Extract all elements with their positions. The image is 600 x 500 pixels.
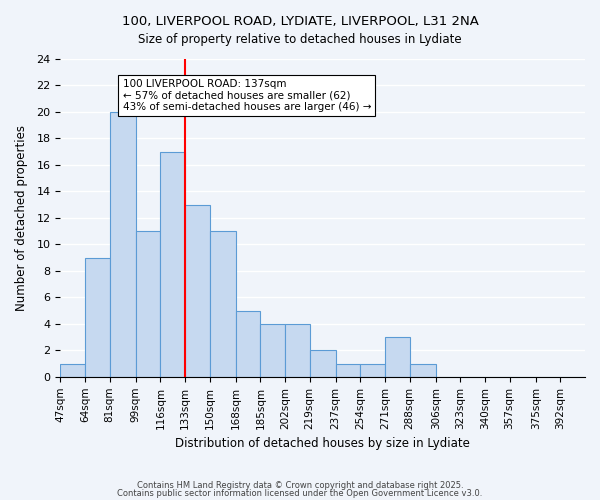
Text: Contains HM Land Registry data © Crown copyright and database right 2025.: Contains HM Land Registry data © Crown c… (137, 481, 463, 490)
Text: Size of property relative to detached houses in Lydiate: Size of property relative to detached ho… (138, 32, 462, 46)
Text: 100, LIVERPOOL ROAD, LYDIATE, LIVERPOOL, L31 2NA: 100, LIVERPOOL ROAD, LYDIATE, LIVERPOOL,… (122, 15, 478, 28)
Text: 100 LIVERPOOL ROAD: 137sqm
← 57% of detached houses are smaller (62)
43% of semi: 100 LIVERPOOL ROAD: 137sqm ← 57% of deta… (122, 79, 371, 112)
Bar (361, 364, 385, 377)
Bar (310, 350, 335, 377)
Bar (260, 324, 285, 377)
Bar (410, 364, 436, 377)
X-axis label: Distribution of detached houses by size in Lydiate: Distribution of detached houses by size … (175, 437, 470, 450)
Bar (136, 231, 160, 377)
Bar (185, 204, 209, 377)
Bar (160, 152, 185, 377)
Bar (335, 364, 361, 377)
Bar (110, 112, 136, 377)
Y-axis label: Number of detached properties: Number of detached properties (15, 125, 28, 311)
Text: Contains public sector information licensed under the Open Government Licence v3: Contains public sector information licen… (118, 488, 482, 498)
Bar (285, 324, 310, 377)
Bar (236, 310, 260, 377)
Bar (385, 337, 410, 377)
Bar (61, 364, 85, 377)
Bar (209, 231, 236, 377)
Bar (85, 258, 110, 377)
